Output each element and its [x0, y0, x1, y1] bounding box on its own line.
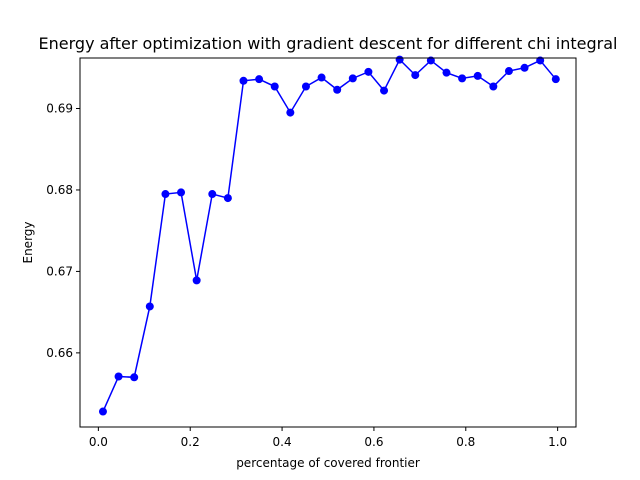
- x-tick-label: 0.0: [89, 435, 108, 449]
- x-tick-label: 0.8: [456, 435, 475, 449]
- y-tick-label: 0.66: [46, 346, 73, 360]
- data-point: [255, 75, 264, 84]
- data-point: [223, 194, 232, 203]
- data-point: [98, 407, 107, 416]
- data-point: [208, 190, 217, 199]
- x-tick-label: 0.2: [181, 435, 200, 449]
- plot-area: [98, 55, 560, 416]
- y-axis-label: Energy: [21, 221, 35, 263]
- data-point: [411, 71, 420, 80]
- axes-frame: [79, 57, 577, 428]
- chart-title: Energy after optimization with gradient …: [39, 34, 618, 53]
- data-point: [270, 82, 279, 91]
- x-axis: 0.0 0.2 0.4 0.6 0.8 1.0: [89, 427, 567, 449]
- data-point: [395, 55, 404, 64]
- data-point: [442, 68, 451, 77]
- y-tick-label: 0.67: [46, 264, 73, 278]
- data-point: [333, 85, 342, 94]
- data-point: [551, 75, 560, 84]
- data-point: [473, 71, 482, 80]
- data-point: [114, 372, 123, 381]
- data-point: [177, 188, 186, 197]
- data-point: [489, 82, 498, 91]
- data-point: [161, 190, 170, 199]
- data-point: [348, 74, 357, 83]
- data-point: [145, 302, 154, 311]
- x-tick-label: 1.0: [548, 435, 567, 449]
- data-point: [301, 82, 310, 91]
- data-point: [130, 373, 139, 382]
- data-point: [192, 276, 201, 285]
- data-point: [520, 63, 529, 72]
- data-point: [239, 76, 248, 85]
- data-point: [364, 67, 373, 76]
- y-tick-label: 0.68: [46, 183, 73, 197]
- data-point: [286, 108, 295, 117]
- data-point: [317, 73, 326, 82]
- data-point: [458, 74, 467, 83]
- x-tick-label: 0.4: [273, 435, 292, 449]
- series-line: [102, 58, 557, 412]
- x-tick-label: 0.6: [364, 435, 383, 449]
- y-axis: 0.66 0.67 0.68 0.69: [46, 102, 80, 360]
- data-point: [504, 67, 513, 76]
- x-axis-label: percentage of covered frontier: [236, 456, 420, 470]
- data-point: [380, 86, 389, 95]
- y-tick-label: 0.69: [46, 102, 73, 116]
